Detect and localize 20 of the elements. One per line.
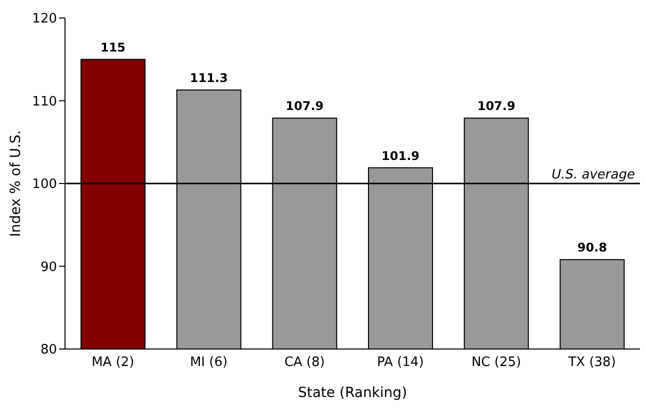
data-label: 107.9	[286, 99, 324, 114]
y-tick-label: 110	[32, 94, 57, 110]
data-label: 90.8	[577, 240, 607, 255]
ref-line-label: U.S. average	[552, 168, 635, 182]
y-tick-label: 120	[32, 12, 57, 27]
data-label: 111.3	[190, 70, 228, 85]
x-tick-label: NC (25)	[471, 355, 522, 370]
data-label: 107.9	[477, 99, 516, 114]
data-label: 101.9	[382, 148, 420, 163]
x-tick-label: MI (6)	[190, 355, 228, 370]
y-axis-title: Index % of U.S.	[8, 130, 24, 237]
x-tick-label: TX (38)	[567, 355, 616, 370]
data-label: 115	[100, 40, 126, 54]
x-tick-label: PA (14)	[377, 355, 424, 370]
x-axis-title: State (Ranking)	[298, 385, 408, 401]
x-tick-label: MA (2)	[92, 355, 134, 370]
y-tick-label: 90	[40, 260, 57, 275]
y-tick-label: 80	[40, 342, 57, 358]
y-tick-label: 100	[32, 177, 57, 192]
x-tick-label: CA (8)	[284, 355, 325, 370]
